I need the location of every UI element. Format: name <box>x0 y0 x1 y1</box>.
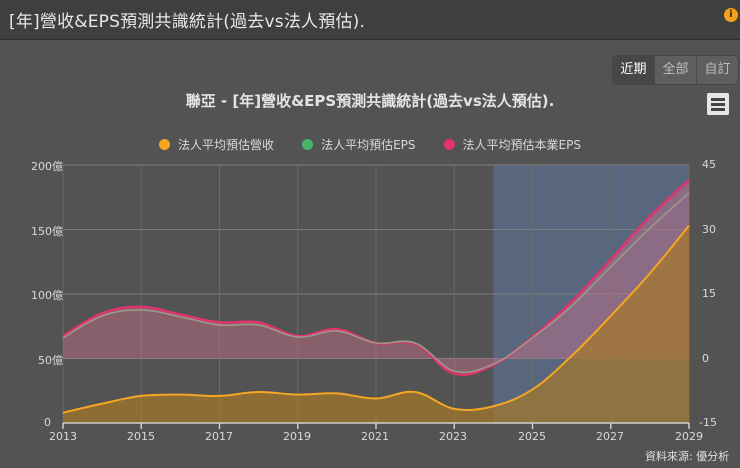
legend-dot-icon <box>302 139 314 150</box>
x-tick: 2025 <box>518 430 546 443</box>
legend-label: 法人平均預估本業EPS <box>462 138 581 152</box>
hamburger-menu-icon[interactable] <box>707 93 729 115</box>
x-tick: 2019 <box>283 430 311 443</box>
y-right-tick: 0 <box>702 352 709 365</box>
chart-title: 聯亞 - [年]營收&EPS預測共識統計(過去vs法人預估). <box>185 92 555 110</box>
x-tick: 2023 <box>439 430 467 443</box>
x-tick: 2027 <box>596 430 624 443</box>
legend-item-revenue[interactable]: 法人平均預估營收 <box>159 136 274 153</box>
legend-label: 法人平均預估營收 <box>178 138 275 152</box>
range-button-all[interactable]: 全部 <box>654 56 696 84</box>
x-tick: 2021 <box>361 430 389 443</box>
x-tick: 2029 <box>675 430 703 443</box>
legend-dot-icon <box>159 139 171 150</box>
header-bar: [年]營收&EPS預測共識統計(過去vs法人預估). i <box>0 0 740 40</box>
x-tick: 2013 <box>49 430 77 443</box>
legend-item-core-eps[interactable]: 法人平均預估本業EPS <box>443 136 581 153</box>
legend-label: 法人平均預估EPS <box>321 138 416 152</box>
y-left-tick: 0 <box>44 416 51 429</box>
data-source-credit: 資料來源: 優分析 <box>645 450 730 463</box>
chart-legend: 法人平均預估營收 法人平均預估EPS 法人平均預估本業EPS <box>0 136 740 153</box>
range-button-custom[interactable]: 自訂 <box>696 56 738 84</box>
info-icon[interactable]: i <box>724 8 738 22</box>
y-left-tick: 200億 <box>31 160 63 173</box>
legend-dot-icon <box>443 139 455 150</box>
y-left-tick: 150億 <box>31 225 63 238</box>
y-left-tick: 50億 <box>38 354 63 367</box>
y-right-tick: 45 <box>702 158 716 171</box>
x-tick: 2015 <box>127 430 155 443</box>
y-right-tick: -15 <box>699 416 717 429</box>
range-selector: 近期 全部 自訂 <box>612 55 739 85</box>
range-button-recent[interactable]: 近期 <box>613 56 654 84</box>
page-title: [年]營收&EPS預測共識統計(過去vs法人預估). <box>9 12 366 32</box>
y-right-tick: 15 <box>702 287 716 300</box>
y-right-tick: 30 <box>702 223 716 236</box>
x-tick: 2017 <box>205 430 233 443</box>
y-left-tick: 100億 <box>31 289 63 302</box>
legend-item-eps[interactable]: 法人平均預估EPS <box>302 136 416 153</box>
